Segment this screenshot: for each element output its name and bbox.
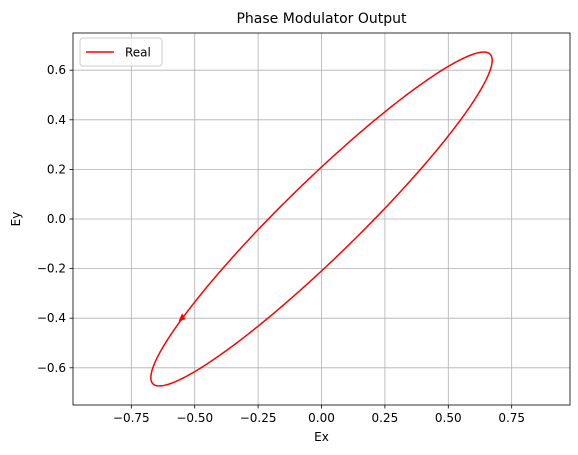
x-tick-label: 0.25	[372, 411, 399, 425]
x-tick-label: −0.25	[240, 411, 277, 425]
y-tick-label: 0.0	[47, 212, 66, 226]
legend-box	[79, 37, 163, 67]
x-tick-label: −0.75	[113, 411, 150, 425]
y-tick-label: 0.6	[47, 63, 66, 77]
x-tick-label: 0.50	[435, 411, 462, 425]
series-layer	[150, 51, 493, 387]
x-tick-label: −0.50	[176, 411, 213, 425]
y-ticks: −0.6 −0.4 −0.2 0.0 0.2 0.4 0.6	[37, 63, 73, 375]
x-axis-label: Ex	[314, 430, 329, 444]
legend: Real	[79, 37, 163, 67]
x-tick-label: 0.00	[308, 411, 335, 425]
chart-title: Phase Modulator Output	[236, 11, 407, 27]
y-axis-label: Ey	[9, 212, 23, 227]
y-tick-label: 0.2	[47, 162, 66, 176]
y-tick-label: −0.2	[37, 262, 66, 276]
y-tick-label: −0.4	[37, 311, 66, 325]
y-tick-label: −0.6	[37, 361, 66, 375]
grid	[73, 33, 570, 405]
y-tick-label: 0.4	[47, 113, 66, 127]
x-ticks: −0.75 −0.50 −0.25 0.00 0.25 0.50 0.75	[113, 405, 525, 425]
x-tick-label: 0.75	[498, 411, 525, 425]
legend-label-real: Real	[125, 46, 151, 60]
series-line-real	[150, 51, 493, 387]
series-arrow-marker	[178, 313, 186, 322]
